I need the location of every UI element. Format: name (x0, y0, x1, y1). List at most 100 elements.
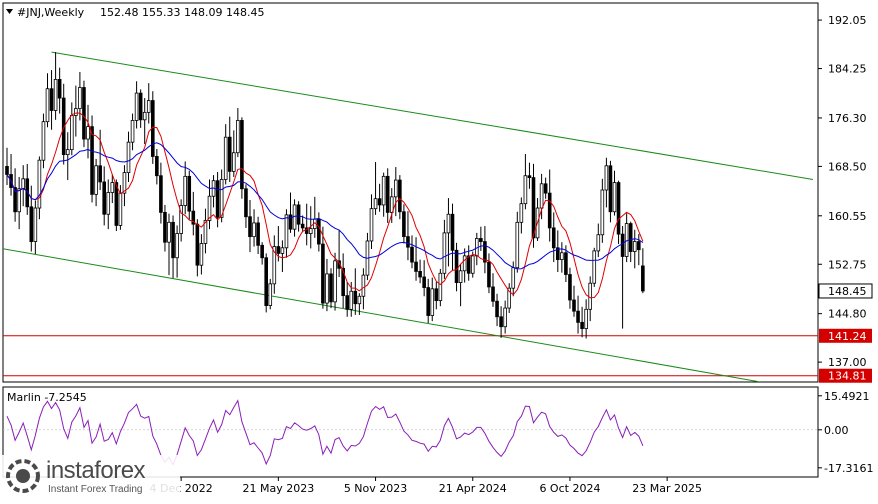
candle-body (110, 182, 115, 193)
candle-body (507, 287, 511, 309)
candle-body (17, 188, 21, 213)
price-axis-label: 176.30 (828, 112, 867, 125)
candle-body (284, 214, 289, 249)
candle-body (495, 300, 499, 318)
candle-body (280, 247, 285, 254)
candle-body (288, 214, 293, 230)
candle-body (450, 213, 455, 251)
candle-body (272, 246, 277, 285)
candle-body (373, 198, 378, 210)
indicator-axis-label: 15.4921 (824, 390, 870, 403)
logo-name: instaforex (46, 457, 146, 484)
candle-body (13, 187, 17, 213)
candle-body (641, 265, 645, 292)
candle-body (94, 165, 98, 195)
candle-body (353, 290, 358, 305)
price-axis-label: 152.75 (828, 258, 867, 271)
candle-body (138, 92, 143, 121)
logo-tagline: Instant Forex Trading (48, 484, 143, 495)
level-price-tag (819, 368, 872, 383)
candle-body (628, 223, 633, 252)
candle-body (584, 308, 588, 329)
time-axis-label: 21 Apr 2024 (439, 482, 507, 495)
candle-body (146, 100, 151, 113)
candle-body (219, 179, 224, 218)
candle-body (53, 79, 58, 111)
candle-body (57, 79, 62, 99)
candle-body (547, 192, 552, 229)
candle-body (134, 92, 139, 121)
candle-body (398, 179, 402, 213)
candle-body (414, 261, 418, 272)
candle-body (195, 223, 200, 266)
indicator-axis-label: -17.3161 (824, 462, 873, 475)
candle-body (454, 249, 459, 283)
candle-body (426, 287, 430, 316)
candle-body (199, 243, 204, 266)
candle-body (430, 288, 435, 316)
price-axis-label: 184.25 (828, 63, 867, 76)
candle-body (491, 286, 495, 302)
price-panel-frame (2, 2, 819, 383)
candle-body (296, 204, 301, 225)
candle-body (499, 316, 503, 328)
candle-body (167, 221, 171, 243)
time-axis-label: 21 May 2023 (242, 482, 314, 495)
candle-body (231, 152, 236, 172)
candle-body (183, 175, 188, 206)
level-price-label: 141.24 (828, 330, 867, 343)
candle-body (171, 221, 175, 259)
candle-body (462, 255, 467, 272)
candle-body (78, 87, 82, 110)
candle-body (317, 218, 321, 245)
candle-body (349, 290, 354, 310)
price-axis-label: 168.50 (828, 160, 867, 173)
candle-body (191, 210, 196, 225)
candle-body (632, 241, 637, 252)
candle-body (434, 288, 439, 302)
candle-body (418, 271, 422, 278)
candle-body (345, 295, 349, 310)
candle-body (325, 273, 329, 304)
candle-body (142, 111, 147, 121)
candle-body (300, 223, 305, 229)
candle-body (564, 252, 568, 275)
candle-body (402, 211, 406, 238)
candle-body (580, 321, 584, 329)
price-plot-group (3, 51, 818, 382)
level-price-tag (819, 328, 872, 343)
candle-body (479, 238, 483, 242)
candle-body (637, 241, 641, 251)
price-axis-label: 192.05 (828, 14, 867, 27)
candle-body (422, 276, 426, 288)
candle-body (329, 273, 333, 303)
candle-body (527, 175, 532, 178)
moving-average-line (6, 112, 644, 299)
candle-body (256, 222, 260, 246)
candle-body (264, 257, 268, 306)
candle-body (620, 233, 625, 257)
trend-channel-line (3, 248, 761, 382)
candle-body (248, 216, 252, 238)
candle-body (446, 213, 451, 234)
candle-body (483, 241, 487, 263)
candle-body (361, 274, 366, 297)
candle-body (114, 182, 119, 226)
candle-body (179, 205, 183, 234)
candle-body (600, 189, 605, 236)
candle-body (608, 165, 613, 213)
candle-body (393, 179, 398, 198)
candle-body (333, 260, 337, 303)
candle-body (470, 255, 475, 274)
candle-body (539, 183, 544, 209)
candle-body (122, 172, 127, 194)
candle-body (576, 310, 580, 323)
candle-body (357, 295, 362, 305)
candle-body (458, 270, 463, 283)
candle-body (130, 120, 135, 143)
candle-body (543, 183, 548, 194)
candle-body (227, 136, 232, 172)
candle-body (260, 244, 264, 259)
candle-body (438, 272, 443, 302)
